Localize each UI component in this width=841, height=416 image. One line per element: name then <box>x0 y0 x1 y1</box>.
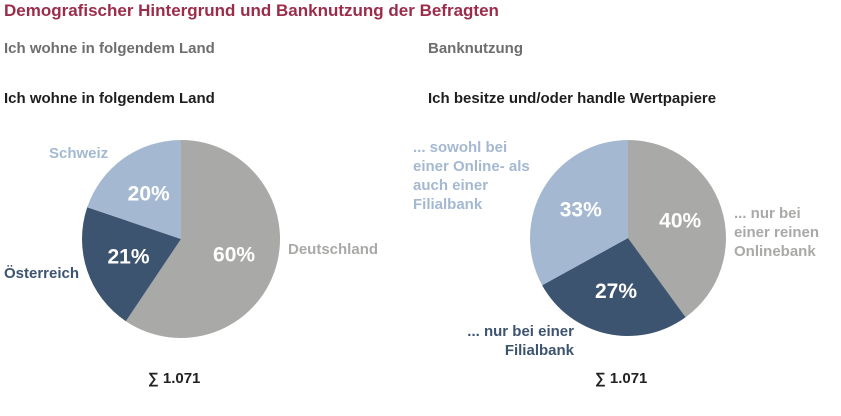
pie-value-label-0-2: 20% <box>128 182 170 205</box>
section-title-bank-usage: Banknutzung <box>428 40 523 57</box>
pie-value-label-0-0: 60% <box>213 244 255 267</box>
pie-chart-securities: 40% 27% 33% <box>530 140 726 336</box>
pie-value-label-0-1: 21% <box>107 245 149 268</box>
pie-chart-country: 60% 21% 20% <box>82 140 280 338</box>
legend-label-online-only: ... nur bei einer reinen Onlinebank <box>734 205 820 260</box>
chart-title-country: Ich wohne in folgendem Land <box>4 90 215 107</box>
pie-value-label-1-1: 27% <box>595 280 637 303</box>
pie-slice-1-0 <box>628 140 726 318</box>
page-title: Demografischer Hintergrund und Banknutzu… <box>4 1 499 20</box>
total-count-securities: ∑ 1.071 <box>595 370 648 387</box>
legend-label-online-and-branch: ... sowohl bei einer Online- als auch ei… <box>413 139 530 213</box>
legend-label-oesterreich: Österreich <box>4 265 80 282</box>
pie-slice-0-0 <box>125 140 280 338</box>
pie-slice-0-1 <box>82 207 181 322</box>
chart-title-securities: Ich besitze und/oder handle Wertpapiere <box>428 90 717 107</box>
total-count-country: ∑ 1.071 <box>148 370 201 387</box>
section-title-country: Ich wohne in folgendem Land <box>4 40 215 57</box>
pie-value-label-1-0: 40% <box>659 210 701 233</box>
legend-label-deutschland: Deutschland <box>288 241 379 258</box>
legend-label-schweiz: Schweiz <box>49 145 109 162</box>
pie-value-label-1-2: 33% <box>560 199 602 222</box>
legend-label-branch-only: ... nur bei einer Filialbank <box>467 323 574 359</box>
pie-slice-1-1 <box>542 238 686 336</box>
pie-slice-1-2 <box>530 140 628 286</box>
pie-slice-0-2 <box>87 140 181 239</box>
